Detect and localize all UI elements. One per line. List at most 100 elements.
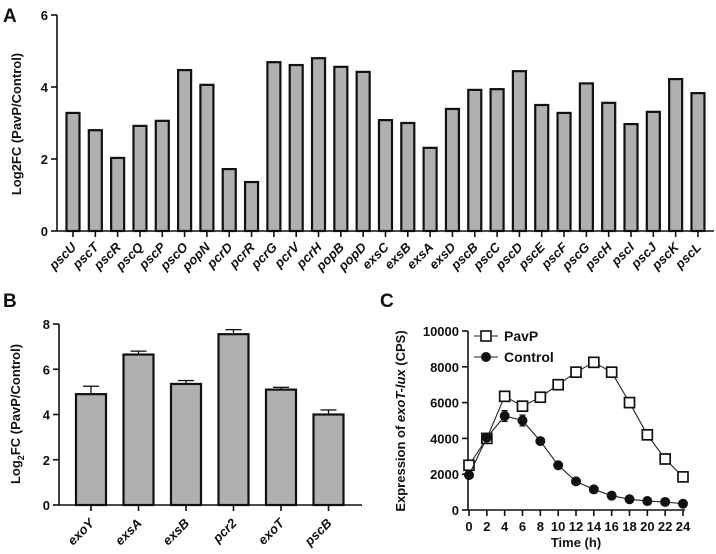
y-tick-label: 8000 bbox=[430, 360, 459, 375]
y-tick-label: 2 bbox=[41, 152, 48, 167]
legend-control-label: Control bbox=[504, 349, 554, 365]
bar-pscB bbox=[467, 88, 483, 233]
point-pavp bbox=[552, 378, 565, 391]
x-tick-label: 10 bbox=[551, 519, 565, 534]
point-control bbox=[499, 411, 510, 422]
bar-popB bbox=[333, 65, 349, 233]
y-tick-label: 6000 bbox=[430, 396, 459, 411]
y-tick-label: 10000 bbox=[423, 324, 459, 339]
bar-pcrG bbox=[266, 61, 282, 233]
x-tick-label-pcr2: pcr2 bbox=[209, 515, 240, 546]
point-pavp bbox=[534, 391, 547, 404]
point-pavp bbox=[605, 366, 618, 379]
bar-pscL bbox=[690, 92, 706, 233]
bar-exsB bbox=[400, 121, 416, 233]
x-tick-label: 2 bbox=[483, 519, 490, 534]
panel-c-y-axis-title: Expression of exoT-lux (CPS) bbox=[393, 330, 408, 511]
bar-pscE bbox=[534, 103, 550, 233]
bar-pscF bbox=[556, 111, 572, 233]
x-tick-label: 24 bbox=[676, 519, 691, 534]
bar-exsD bbox=[444, 107, 461, 233]
bar-pcrH bbox=[310, 57, 327, 233]
point-control bbox=[464, 470, 474, 481]
bar-pscH bbox=[601, 101, 617, 233]
x-tick-label: 12 bbox=[569, 519, 583, 534]
bar-pcrV bbox=[288, 63, 304, 233]
y-tick-label: 6 bbox=[43, 362, 50, 377]
y-tick-label: 2 bbox=[43, 453, 50, 468]
point-pavp bbox=[570, 366, 582, 379]
bar-pscQ bbox=[132, 124, 148, 233]
y-tick-label: 4000 bbox=[430, 431, 459, 446]
panel-letter-a: A bbox=[3, 6, 17, 27]
bar-pscK bbox=[668, 77, 684, 233]
legend: PavP Control bbox=[474, 328, 554, 365]
panel-b-y-axis-title: Log2FC (PavP/Control) bbox=[8, 344, 26, 484]
point-control bbox=[571, 476, 581, 487]
y-tick-label: 4 bbox=[41, 80, 49, 95]
y-tick-label: 8 bbox=[43, 317, 50, 332]
bar-pscB bbox=[312, 413, 345, 507]
point-pavp bbox=[623, 396, 636, 409]
bar-exsC bbox=[377, 119, 394, 233]
bar-pcrR bbox=[243, 180, 260, 233]
x-tick-label-exoT: exoT bbox=[255, 515, 288, 548]
point-pavp bbox=[659, 453, 672, 465]
bar-pscJ bbox=[645, 110, 661, 233]
panel-c-x-axis-title: Time (h) bbox=[551, 535, 601, 550]
x-tick-label-exoY: exoY bbox=[65, 515, 99, 549]
legend-pavp-marker bbox=[480, 330, 492, 342]
y-tick-label: 2000 bbox=[430, 467, 459, 482]
bar-pscO bbox=[177, 68, 193, 233]
point-control bbox=[660, 496, 671, 507]
x-tick-label: 8 bbox=[537, 519, 544, 534]
bar-pscR bbox=[110, 156, 126, 233]
bar-pscU bbox=[65, 111, 81, 233]
y-tick-label: 0 bbox=[41, 224, 48, 239]
point-control bbox=[606, 490, 617, 501]
panel-letter-c: C bbox=[380, 291, 394, 312]
panel-letter-b: B bbox=[3, 291, 17, 312]
bar-exoY bbox=[74, 393, 108, 507]
point-control bbox=[642, 496, 653, 507]
x-tick-label-pscB: pscB bbox=[301, 516, 335, 550]
x-tick-label: 22 bbox=[658, 519, 672, 534]
bar-pscT bbox=[87, 129, 103, 233]
bar-popD bbox=[355, 70, 371, 233]
x-tick-label-exsB: exsB bbox=[160, 516, 193, 549]
point-control bbox=[553, 460, 564, 471]
panel-b: B Log2FC (PavP/Control) 0 2 4 6 8 exoY exsA ex… bbox=[3, 291, 362, 549]
point-control bbox=[535, 436, 546, 447]
point-control bbox=[624, 494, 635, 505]
bar-exsA bbox=[122, 353, 155, 507]
point-control bbox=[481, 432, 492, 443]
x-tick-label-exsA: exsA bbox=[112, 516, 145, 549]
bar-pscD bbox=[511, 70, 528, 233]
point-pavp bbox=[587, 356, 600, 369]
point-control bbox=[588, 484, 599, 495]
legend-control-marker bbox=[481, 352, 491, 362]
bar-exoT bbox=[264, 388, 298, 507]
panel-c: C Expression of exoT-lux (CPS) Time (h) … bbox=[380, 291, 691, 550]
bar-pscG bbox=[578, 82, 594, 233]
y-tick-label: 6 bbox=[41, 8, 48, 23]
bar-popN bbox=[199, 83, 215, 233]
x-tick-label: 0 bbox=[465, 519, 472, 534]
y-tick-label: 0 bbox=[43, 498, 50, 513]
x-tick-label-pscL: pscL bbox=[671, 239, 704, 272]
x-tick-label: 16 bbox=[604, 519, 618, 534]
bar-pscC bbox=[489, 88, 505, 233]
point-control bbox=[517, 415, 528, 426]
x-tick-label: 6 bbox=[519, 519, 526, 534]
bar-pscI bbox=[623, 122, 639, 233]
y-tick-label: 0 bbox=[452, 503, 459, 518]
x-tick-label: 14 bbox=[587, 519, 602, 534]
bar-pscP bbox=[154, 119, 170, 233]
bar-exsB bbox=[169, 382, 203, 507]
point-pavp bbox=[516, 400, 529, 413]
point-pavp bbox=[677, 471, 689, 483]
point-pavp bbox=[641, 428, 654, 441]
panel-a-y-axis-title: Log2FC (PavP/Control) bbox=[9, 53, 24, 195]
bar-pcrD bbox=[221, 167, 237, 233]
